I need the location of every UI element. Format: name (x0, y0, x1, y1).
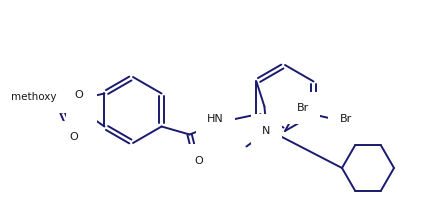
Text: O: O (194, 156, 203, 165)
Text: HN: HN (207, 114, 224, 125)
Text: methoxy: methoxy (11, 92, 56, 103)
Text: O: O (69, 132, 78, 143)
Text: Br: Br (297, 103, 309, 113)
Text: O: O (77, 103, 86, 112)
Text: O: O (74, 90, 83, 101)
Text: Br: Br (340, 114, 352, 125)
Text: N: N (262, 125, 271, 136)
